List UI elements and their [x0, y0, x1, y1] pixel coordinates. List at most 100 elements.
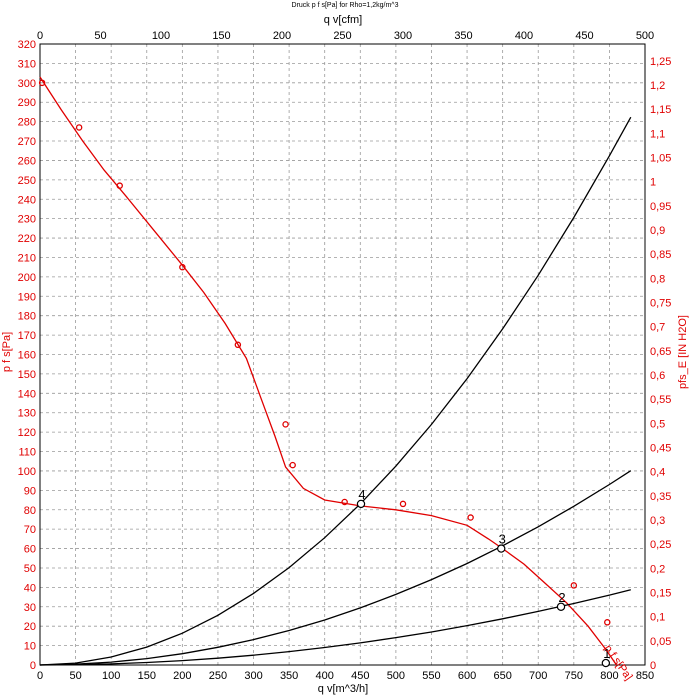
y-tick-label: 240 — [18, 194, 36, 206]
y2-tick-label: 0,55 — [650, 394, 671, 406]
y-tick-label: 100 — [18, 466, 36, 478]
y-tick-label: 170 — [18, 330, 36, 342]
y-tick-label: 280 — [18, 117, 36, 129]
y2-tick-label: 0,95 — [650, 201, 671, 213]
y2-tick-label: 0,4 — [650, 467, 665, 479]
y2-tick-label: 0,85 — [650, 249, 671, 261]
y-tick-label: 320 — [18, 39, 36, 51]
y2-tick-label: 0 — [650, 660, 656, 672]
y2-tick-label: 1,25 — [650, 56, 671, 68]
measured-point — [282, 421, 289, 428]
x-tick-label: 550 — [422, 670, 440, 682]
measured-point — [604, 619, 611, 626]
measured-point — [38, 79, 46, 87]
y-tick-label: 210 — [18, 252, 36, 264]
y-tick-label: 200 — [18, 272, 36, 284]
x2-tick-label: 0 — [37, 30, 43, 42]
y-tick-label: 120 — [18, 427, 36, 439]
x-tick-label: 150 — [138, 670, 156, 682]
x-tick-label: 850 — [636, 670, 654, 682]
y2-tick-label: 0,25 — [650, 539, 671, 551]
y2-tick-label: 1 — [650, 177, 656, 189]
x-tick-label: 50 — [69, 670, 81, 682]
measured-point — [399, 500, 407, 508]
y-tick-label: 80 — [24, 505, 36, 517]
operating-point-label: 1 — [603, 646, 610, 661]
y-tick-label: 270 — [18, 136, 36, 148]
y2-tick-label: 0,9 — [650, 225, 665, 237]
operating-point-label: 2 — [558, 590, 565, 605]
y-tick-label: 20 — [24, 621, 36, 633]
operating-point-marker — [601, 658, 611, 668]
y2-tick-label: 0,8 — [650, 273, 665, 285]
x-tick-label: 200 — [173, 670, 191, 682]
system-curve-line — [39, 116, 632, 666]
y-tick-label: 300 — [18, 78, 36, 90]
measured-point — [570, 582, 578, 589]
operating-point-label: 4 — [358, 487, 365, 502]
operating-point-marker — [356, 499, 366, 509]
y-tick-label: 190 — [18, 291, 36, 303]
x-tick-label: 0 — [37, 670, 43, 682]
system-curve-line — [39, 589, 631, 666]
y-tick-label: 40 — [24, 582, 36, 594]
x-tick-label: 600 — [458, 670, 476, 682]
x-tick-label: 650 — [493, 670, 511, 682]
measured-point — [467, 514, 474, 521]
y2-tick-label: 0,2 — [650, 563, 665, 575]
plot-frame — [39, 43, 646, 666]
y-tick-label: 0 — [30, 660, 36, 672]
y2-tick-label: 0,7 — [650, 322, 665, 334]
x-tick-label: 450 — [351, 670, 369, 682]
grid-lines — [40, 44, 645, 665]
y2-axis-title: pfs_E [IN H2O] — [677, 315, 689, 389]
x-tick-label: 800 — [600, 670, 618, 682]
x-axis-title: q v[m^3/h] — [318, 683, 368, 695]
x2-tick-label: 400 — [515, 30, 533, 42]
y-tick-label: 220 — [18, 233, 36, 245]
y2-tick-label: 0,05 — [650, 636, 671, 648]
operating-point-label: 3 — [499, 532, 506, 547]
measured-point — [234, 341, 242, 349]
measured-point — [116, 182, 123, 189]
y-tick-label: 110 — [18, 447, 36, 459]
measured-point — [75, 124, 83, 131]
y-tick-label: 30 — [24, 602, 36, 614]
x2-axis-title: q v[cfm] — [324, 14, 363, 26]
x-tick-label: 500 — [387, 670, 405, 682]
y-tick-label: 150 — [18, 369, 36, 381]
y2-tick-label: 0,5 — [650, 418, 665, 430]
x2-tick-label: 250 — [333, 30, 351, 42]
curves — [39, 76, 632, 666]
tick-labels: 0 50 100 150 200 250 300 350 400 450 500 550 600 650 7… — [18, 30, 672, 682]
y-tick-label: 90 — [24, 485, 36, 497]
operating-point-marker — [556, 602, 566, 611]
x-tick-label: 300 — [244, 670, 262, 682]
y-tick-label: 310 — [18, 58, 36, 70]
x-tick-label: 750 — [565, 670, 583, 682]
y2-tick-label: 1,05 — [650, 153, 671, 165]
x2-tick-label: 200 — [273, 30, 291, 42]
chart-title: Druck p f s[Pa] for Rho=1,2kg/m^3 — [292, 2, 399, 9]
x2-tick-label: 450 — [575, 30, 593, 42]
y2-tick-label: 0,15 — [650, 588, 671, 600]
data-points: 1 2 3 4 — [38, 79, 611, 668]
y-tick-label: 230 — [18, 214, 36, 226]
measured-point — [341, 498, 348, 506]
y-tick-label: 140 — [18, 388, 36, 400]
x2-tick-label: 500 — [636, 30, 654, 42]
x2-tick-label: 350 — [454, 30, 472, 42]
x2-tick-label: 150 — [212, 30, 230, 42]
system-curve-line — [39, 470, 632, 666]
y-tick-label: 160 — [18, 350, 36, 362]
measured-point — [179, 263, 186, 271]
y-axis-title: p f s[Pa] — [1, 332, 13, 372]
measured-point — [289, 461, 296, 469]
y-tick-label: 180 — [18, 311, 36, 323]
y2-tick-label: 0,3 — [650, 515, 665, 527]
x2-tick-label: 50 — [94, 30, 106, 42]
y2-tick-label: 1,1 — [650, 128, 665, 140]
y-tick-label: 290 — [18, 97, 36, 109]
fan-curve-line — [39, 76, 618, 666]
